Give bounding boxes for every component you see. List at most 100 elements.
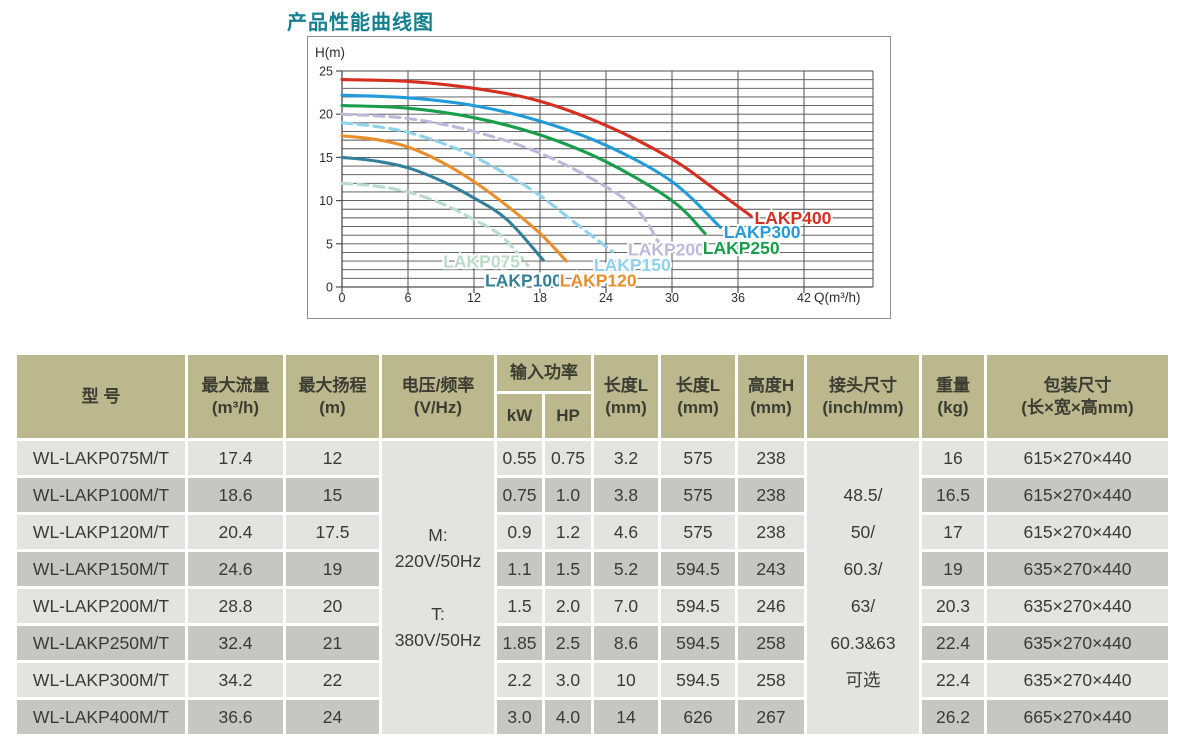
col-header-packing: 包装尺寸 (长×宽×高mm) <box>987 355 1168 438</box>
spec-table-header: 型 号 最大流量 (m³/h) 最大扬程 (m) 电压/频率 (V/Hz) 输入… <box>17 355 1168 438</box>
curve-LAKP300 <box>340 93 722 229</box>
cell-max-head: 17.5 <box>286 515 379 549</box>
cell-length-b: 594.5 <box>661 589 735 623</box>
cell-model: WL-LAKP150M/T <box>17 552 185 586</box>
cell-max-flow: 36.6 <box>188 700 283 734</box>
cell-length-a: 7.0 <box>594 589 658 623</box>
cell-length-b: 575 <box>661 441 735 475</box>
chart-axes: 0 5 10 15 20 25 0 6 12 18 24 30 36 42 H(m) Q(m³/h) <box>315 45 861 305</box>
y-tick-label: 10 <box>319 194 333 208</box>
table-row: WL-LAKP150M/T 24.6 19 1.1 1.5 5.2 594.5 243 19 63… <box>17 552 1168 586</box>
curve-label-LAKP120: LAKP120 <box>560 271 637 291</box>
col-header-weight: 重量 (kg) <box>922 355 984 438</box>
curve-label-LAKP200: LAKP200 <box>628 239 705 259</box>
cell-length-a: 14 <box>594 700 658 734</box>
cell-length-b: 594.5 <box>661 626 735 660</box>
curve-LAKP400 <box>340 78 753 218</box>
cell-model: WL-LAKP400M/T <box>17 700 185 734</box>
cell-voltage-merged: M: 220V/50Hz T: 380V/50Hz <box>382 441 494 734</box>
cell-height: 243 <box>738 552 804 586</box>
x-tick-label: 36 <box>731 291 745 305</box>
cell-length-b: 575 <box>661 478 735 512</box>
curve-label-LAKP400: LAKP400 <box>755 208 832 228</box>
chart-grid <box>341 70 874 288</box>
x-tick-label: 18 <box>533 291 547 305</box>
cell-max-flow: 18.6 <box>188 478 283 512</box>
curve-label-LAKP300: LAKP300 <box>724 222 801 242</box>
cell-packing: 635×270×440 <box>987 626 1168 660</box>
cell-height: 246 <box>738 589 804 623</box>
cell-packing: 635×270×440 <box>987 663 1168 697</box>
col-header-kw: kW <box>497 394 542 438</box>
x-tick-label: 6 <box>405 291 412 305</box>
y-tick-label: 20 <box>319 108 333 122</box>
cell-max-flow: 32.4 <box>188 626 283 660</box>
table-row: WL-LAKP300M/T 34.2 22 2.2 3.0 10 594.5 258 22.4 6… <box>17 663 1168 697</box>
cell-kw: 0.9 <box>497 515 542 549</box>
y-axis-label: H(m) <box>315 45 345 60</box>
cell-height: 267 <box>738 700 804 734</box>
cell-hp: 1.5 <box>545 552 591 586</box>
col-header-model: 型 号 <box>17 355 185 438</box>
col-header-connector: 接头尺寸 (inch/mm) <box>807 355 919 438</box>
cell-max-flow: 34.2 <box>188 663 283 697</box>
curve-LAKP100 <box>340 155 545 262</box>
cell-packing: 635×270×440 <box>987 589 1168 623</box>
cell-max-flow: 28.8 <box>188 589 283 623</box>
cell-height: 238 <box>738 441 804 475</box>
cell-max-head: 22 <box>286 663 379 697</box>
spec-table: 型 号 最大流量 (m³/h) 最大扬程 (m) 电压/频率 (V/Hz) 输入… <box>14 352 1171 737</box>
page-title: 产品性能曲线图 <box>287 12 434 34</box>
curve-LAKP150 <box>340 121 615 254</box>
col-header-length-a: 长度L (mm) <box>594 355 658 438</box>
cell-connector-merged: 48.5/ 50/ 60.3/ 63/ 60.3&63 可选 <box>807 441 919 734</box>
cell-weight: 26.2 <box>922 700 984 734</box>
cell-model: WL-LAKP075M/T <box>17 441 185 475</box>
cell-packing: 615×270×440 <box>987 515 1168 549</box>
cell-packing: 635×270×440 <box>987 552 1168 586</box>
cell-hp: 2.5 <box>545 626 591 660</box>
cell-length-a: 8.6 <box>594 626 658 660</box>
cell-weight: 16 <box>922 441 984 475</box>
curve-label-LAKP150: LAKP150 <box>594 255 671 275</box>
curve-LAKP200 <box>340 112 662 247</box>
cell-model: WL-LAKP200M/T <box>17 589 185 623</box>
x-tick-label: 42 <box>797 291 811 305</box>
cell-height: 238 <box>738 515 804 549</box>
x-axis-label: Q(m³/h) <box>814 290 861 305</box>
cell-hp: 1.0 <box>545 478 591 512</box>
cell-height: 238 <box>738 478 804 512</box>
cell-weight: 22.4 <box>922 663 984 697</box>
cell-weight: 17 <box>922 515 984 549</box>
cell-kw: 1.85 <box>497 626 542 660</box>
table-row: WL-LAKP400M/T 36.6 24 3.0 4.0 14 626 267 26.2 665… <box>17 700 1168 734</box>
cell-kw: 0.55 <box>497 441 542 475</box>
chart-curves <box>340 78 753 267</box>
cell-kw: 1.5 <box>497 589 542 623</box>
cell-model: WL-LAKP300M/T <box>17 663 185 697</box>
x-tick-label: 30 <box>665 291 679 305</box>
cell-length-b: 594.5 <box>661 663 735 697</box>
cell-length-b: 626 <box>661 700 735 734</box>
cell-kw: 3.0 <box>497 700 542 734</box>
cell-max-head: 21 <box>286 626 379 660</box>
cell-max-head: 12 <box>286 441 379 475</box>
curve-label-LAKP075: LAKP075 <box>443 252 520 272</box>
cell-max-head: 20 <box>286 589 379 623</box>
cell-max-flow: 17.4 <box>188 441 283 475</box>
cell-length-a: 5.2 <box>594 552 658 586</box>
cell-model: WL-LAKP250M/T <box>17 626 185 660</box>
col-header-max-flow: 最大流量 (m³/h) <box>188 355 283 438</box>
col-header-hp: HP <box>545 394 591 438</box>
col-header-max-head: 最大扬程 (m) <box>286 355 379 438</box>
cell-height: 258 <box>738 626 804 660</box>
performance-chart: 0 5 10 15 20 25 0 6 12 18 24 30 36 42 H(m) Q(m³/h) LAKP0… <box>307 36 891 319</box>
cell-length-b: 594.5 <box>661 552 735 586</box>
cell-max-head: 15 <box>286 478 379 512</box>
cell-length-a: 3.8 <box>594 478 658 512</box>
spec-table-body: WL-LAKP075M/T 17.4 12 M: 220V/50Hz T: 380V/… <box>17 441 1168 734</box>
cell-height: 258 <box>738 663 804 697</box>
curve-LAKP075 <box>340 181 530 267</box>
